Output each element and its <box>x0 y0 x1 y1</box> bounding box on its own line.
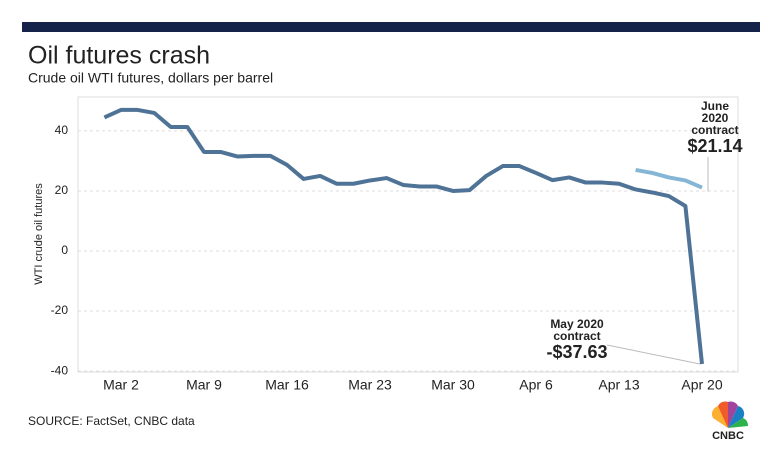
line-series <box>103 107 704 365</box>
y-tick-label: 0 <box>61 243 68 257</box>
annotation-text: June <box>701 99 729 113</box>
value-label: $21.14 <box>687 136 742 156</box>
chart-title: Oil futures crash <box>28 42 210 70</box>
y-tick-label: 20 <box>55 183 69 197</box>
x-tick-label: Mar 9 <box>186 377 222 393</box>
annotation-text: contract <box>691 123 738 137</box>
x-tick-label: Mar 16 <box>265 377 309 393</box>
y-tick-label: 40 <box>55 123 69 137</box>
x-tick-label: Apr 6 <box>519 377 553 393</box>
source: SOURCE: FactSet, CNBC data <box>28 414 195 428</box>
annotation-text: 2020 <box>702 111 729 125</box>
x-tick-label: Mar 30 <box>431 377 475 393</box>
y-axis-label: WTI crude oil futures <box>33 183 45 285</box>
value-label: -$37.63 <box>546 342 607 362</box>
y-tick-label: -40 <box>51 363 69 377</box>
top-bar <box>22 22 760 32</box>
leader-line <box>606 344 701 365</box>
x-tick-label: Mar 2 <box>103 377 139 393</box>
chart-subtitle: Crude oil WTI futures, dollars per barre… <box>28 70 273 86</box>
y-tick-label: -20 <box>51 303 69 317</box>
x-tick-label: Apr 13 <box>598 377 639 393</box>
x-tick-label: Apr 20 <box>681 377 722 393</box>
annotation-text: contract <box>553 329 600 343</box>
annotation-text: May 2020 <box>550 317 604 331</box>
logo: CNBC <box>711 401 749 442</box>
line-series <box>635 167 703 190</box>
logo-text: CNBC <box>712 430 744 442</box>
x-tick-label: Mar 23 <box>348 377 392 393</box>
plot-frame <box>77 96 739 373</box>
